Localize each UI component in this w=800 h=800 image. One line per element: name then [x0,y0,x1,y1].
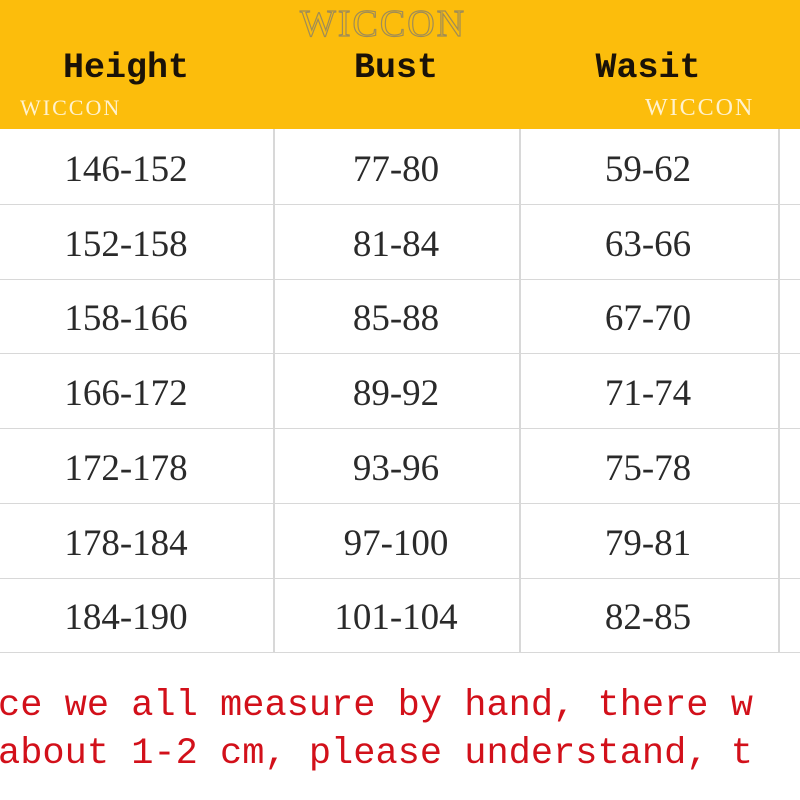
cell-bust: 77-80 [352,149,440,190]
watermark-header: WICCON [645,95,755,121]
watermark-note: WICCON [299,2,467,45]
table-row: 152-158 81-84 63-66 [0,205,800,280]
column-divider [519,129,521,652]
cell-bust: 97-100 [343,522,449,564]
table-row: 166-172 89-92 71-74 [0,354,800,430]
table-row: 146-152 77-80 59-62 [0,130,800,205]
header-height: Height [62,48,190,88]
header-bust: Bust [353,48,439,88]
cell-height: 152-158 [64,223,188,265]
column-divider [273,129,275,652]
table-row: 184-190 101-104 82-85 [0,578,800,654]
table-header: Height Bust Wasit WICCON WICCON WICCON [0,0,800,129]
cell-bust: 85-88 [352,298,440,340]
cell-bust: 101-104 [334,597,458,639]
note-line-2: about 1-2 cm, please understand, t [0,733,753,775]
cell-bust: 93-96 [352,447,440,489]
header-waist: Wasit [595,48,701,88]
table-row: 178-184 97-100 79-81 [0,504,800,579]
cell-waist: 67-70 [604,298,692,340]
cell-waist: 75-78 [604,447,692,489]
cell-waist: 79-81 [604,522,692,564]
cell-height: 172-178 [64,447,188,489]
table-row: 158-166 85-88 67-70 [0,279,800,355]
cell-waist: 63-66 [604,223,692,265]
cell-height: 158-166 [64,298,188,340]
cell-height: 166-172 [64,373,188,415]
cell-waist: 82-85 [604,597,692,639]
cell-height: 178-184 [64,522,188,564]
note-line-1: ce we all measure by hand, there w [0,685,753,727]
cell-height: 146-152 [64,149,188,190]
cell-waist: 59-62 [604,149,692,190]
watermark-table: WICCON [20,95,122,120]
column-divider [778,129,780,652]
table-row: 172-178 93-96 75-78 [0,429,800,504]
cell-bust: 81-84 [352,223,440,265]
cell-height: 184-190 [64,597,188,639]
cell-waist: 71-74 [604,373,692,415]
cell-bust: 89-92 [352,373,440,415]
